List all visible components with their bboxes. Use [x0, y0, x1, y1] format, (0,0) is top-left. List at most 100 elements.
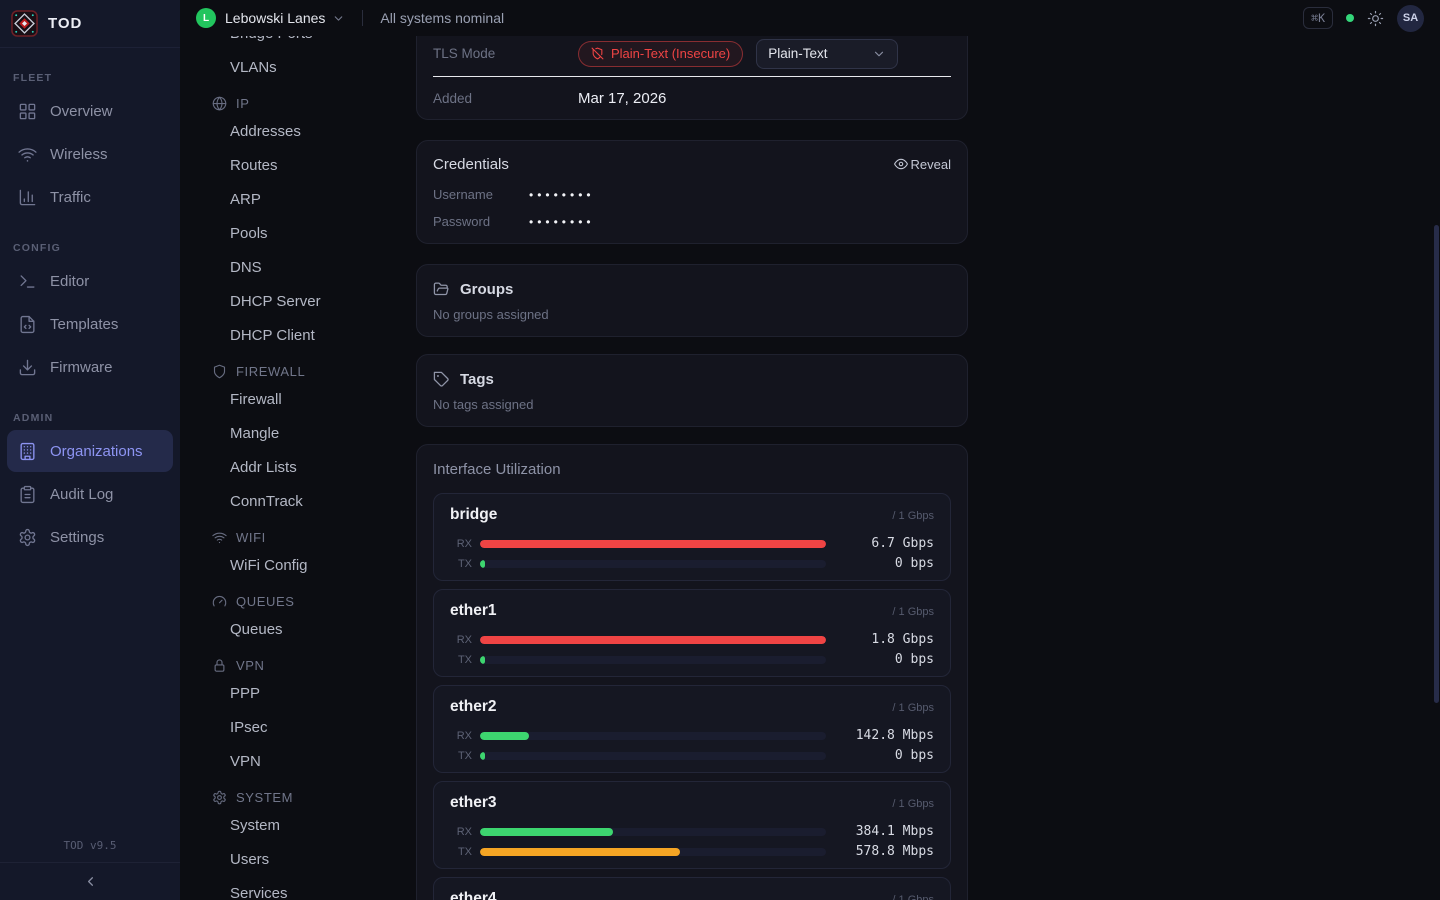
sun-icon	[1367, 10, 1384, 27]
subnav-item-ipsec[interactable]: IPsec	[230, 718, 268, 736]
sidebar-item-audit-log[interactable]: Audit Log	[7, 473, 173, 515]
tx-bar-fill	[480, 655, 485, 664]
tls-mode-label: TLS Mode	[433, 46, 496, 61]
subnav-item-arp[interactable]: ARP	[230, 190, 261, 208]
file-icon	[18, 315, 37, 334]
rx-bar-fill	[480, 827, 613, 836]
tx-value: 578.8 Mbps	[855, 844, 934, 859]
subnav-item-addr-lists[interactable]: Addr Lists	[230, 458, 297, 476]
tx-bar-track	[480, 559, 826, 568]
app-title: TOD	[48, 15, 83, 32]
brand-row: TOD	[0, 0, 180, 48]
gear-icon	[212, 790, 227, 805]
subnav-item-queues[interactable]: Queues	[230, 620, 283, 638]
topbar: L Lebowski Lanes All systems nominal ⌘K …	[180, 0, 1440, 36]
subnav-item-wifi-config[interactable]: WiFi Config	[230, 556, 308, 574]
bar-chart-icon	[18, 188, 37, 207]
org-switcher[interactable]: Lebowski Lanes	[225, 10, 326, 26]
password-row: Password ••••••••	[433, 208, 951, 235]
subnav-item-mangle[interactable]: Mangle	[230, 424, 280, 442]
subnav-item-firewall[interactable]: Firewall	[230, 390, 282, 408]
subnav-item-dhcp-client[interactable]: DHCP Client	[230, 326, 315, 344]
sidebar-item-wireless[interactable]: Wireless	[7, 133, 173, 175]
subnav-item-services[interactable]: Services	[230, 884, 288, 900]
shield-icon	[212, 364, 227, 379]
tx-bar-fill	[480, 751, 485, 760]
device-subnav: Bridge Ports VLANs IP Addresses Routes A…	[180, 36, 416, 900]
subnav-header-queues: QUEUES	[180, 584, 416, 618]
tx-bar-row: TX 0 bps	[457, 556, 934, 571]
sidebar-item-editor[interactable]: Editor	[7, 260, 173, 302]
sidebar-item-templates[interactable]: Templates	[7, 303, 173, 345]
wifi-icon	[212, 530, 227, 545]
sidebar-item-settings[interactable]: Settings	[7, 516, 173, 558]
subnav-item-dns[interactable]: DNS	[230, 258, 262, 276]
rx-bar-track	[480, 635, 826, 644]
tx-bar-fill	[480, 559, 485, 568]
subnav-item-vpn[interactable]: VPN	[230, 752, 261, 770]
org-avatar[interactable]: L	[196, 8, 216, 28]
content-scrollbar-thumb[interactable]	[1434, 225, 1439, 703]
sidebar: TOD FLEET Overview Wireless Traffic	[0, 0, 180, 900]
sidebar-item-organizations[interactable]: Organizations	[7, 430, 173, 472]
chevron-down-icon[interactable]	[332, 12, 345, 25]
sidebar-section-admin: ADMIN	[13, 412, 54, 424]
device-detail: TLS Mode Plain-Text (Insecure) Plain-Tex…	[416, 36, 968, 900]
page-body: Bridge Ports VLANs IP Addresses Routes A…	[180, 36, 1440, 900]
sidebar-collapse-button[interactable]	[0, 862, 180, 900]
subnav-item-dhcp-server[interactable]: DHCP Server	[230, 292, 321, 310]
sidebar-item-traffic[interactable]: Traffic	[7, 176, 173, 218]
tls-mode-select[interactable]: Plain-Text	[756, 38, 899, 69]
command-k-shortcut[interactable]: ⌘K	[1303, 7, 1333, 29]
interface-capacity: / 1 Gbps	[892, 798, 934, 810]
grid-icon	[18, 102, 37, 121]
subnav-item-routes[interactable]: Routes	[230, 156, 278, 174]
chevron-down-icon	[872, 47, 886, 61]
utilization-title: Interface Utilization	[433, 461, 561, 478]
subnav-item-vlans[interactable]: VLANs	[230, 58, 277, 76]
interface-capacity: / 1 Gbps	[892, 510, 934, 522]
subnav-item-pools[interactable]: Pools	[230, 224, 268, 242]
username-label: Username	[433, 187, 493, 202]
rx-bar-row: RX 1.8 Gbps	[456, 632, 934, 647]
interface-utilization-card: Interface Utilization bridge / 1 Gbps RX…	[416, 444, 968, 900]
subnav-item-system[interactable]: System	[230, 816, 281, 834]
tx-bar-track	[480, 655, 826, 664]
subnav-header-vpn: VPN	[180, 648, 416, 682]
username-row: Username ••••••••	[433, 181, 951, 208]
sidebar-item-label: Audit Log	[50, 485, 114, 503]
rx-value: 1.8 Gbps	[871, 632, 934, 647]
subnav-item-addresses[interactable]: Addresses	[230, 122, 301, 140]
sidebar-item-overview[interactable]: Overview	[7, 90, 173, 132]
user-avatar[interactable]: SA	[1397, 4, 1424, 32]
app-logo-icon	[11, 10, 38, 37]
reveal-button[interactable]: Reveal	[893, 157, 951, 172]
subnav-item-users[interactable]: Users	[230, 850, 270, 868]
rx-value: 6.7 Gbps	[871, 536, 934, 551]
subnav-item-bridge-ports[interactable]: Bridge Ports	[180, 36, 416, 50]
sidebar-item-label: Templates	[50, 315, 119, 333]
tag-icon	[433, 371, 450, 388]
rx-bar-fill	[480, 731, 530, 740]
interface-capacity: / 1 Gbps	[892, 894, 934, 900]
rx-bar-track	[480, 539, 826, 548]
sidebar-item-label: Overview	[50, 102, 113, 120]
interface-capacity: / 1 Gbps	[892, 702, 934, 714]
credentials-title: Credentials	[433, 155, 509, 173]
theme-toggle-button[interactable]	[1367, 10, 1384, 27]
clipboard-icon	[18, 485, 37, 504]
sidebar-section-config: CONFIG	[13, 242, 62, 254]
subnav-item-ppp[interactable]: PPP	[230, 684, 261, 702]
sidebar-item-label: Editor	[50, 272, 90, 290]
rx-bar-row: RX 384.1 Mbps	[456, 824, 934, 839]
interface-name: bridge	[450, 506, 498, 523]
subnav-header-ip: IP	[180, 86, 416, 120]
interface-card-bridge: bridge / 1 Gbps RX 6.7 Gbps TX	[433, 493, 951, 581]
tls-insecure-badge: Plain-Text (Insecure)	[578, 40, 744, 67]
sidebar-item-firmware[interactable]: Firmware	[7, 346, 173, 388]
chevron-left-icon	[83, 874, 98, 889]
rx-bar-fill	[480, 539, 826, 548]
tx-bar-row: TX 0 bps	[457, 748, 934, 763]
subnav-item-conntrack[interactable]: ConnTrack	[230, 492, 303, 510]
